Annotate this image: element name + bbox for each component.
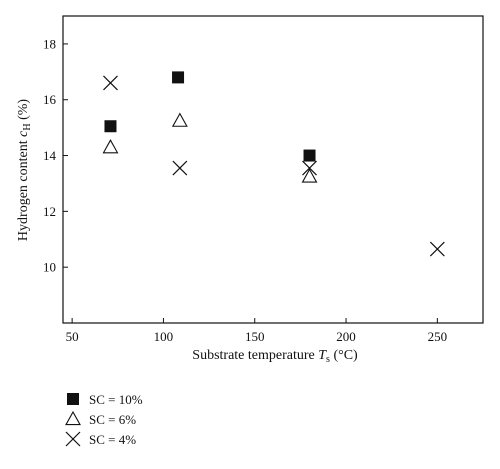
- y-axis-title-var: c: [16, 130, 31, 137]
- data-point: [172, 71, 185, 84]
- y-axis-title: Hydrogen content cH (%): [16, 99, 33, 241]
- series-2: [103, 75, 445, 257]
- legend-marker: [65, 431, 81, 447]
- x-tick-label: 50: [66, 329, 79, 344]
- plot-frame: [62, 15, 484, 324]
- data-point: [429, 241, 445, 257]
- y-axis-ticks: 10 12 14 16 18: [43, 36, 68, 275]
- data-point: [301, 168, 318, 183]
- data-point: [303, 149, 316, 162]
- y-tick-label: 10: [43, 260, 56, 275]
- data-point: [302, 160, 317, 176]
- series-1: [102, 112, 318, 183]
- y-tick-label: 16: [43, 92, 57, 107]
- x-axis-title-main: Substrate temperature: [192, 348, 318, 363]
- x-axis-title: Substrate temperature Ts (°C): [192, 348, 358, 365]
- legend-label: SC = 6%: [89, 412, 136, 427]
- data-point: [102, 139, 119, 154]
- data-point: [104, 120, 117, 133]
- legend-marker: [67, 393, 79, 405]
- x-axis-ticks: 50 100 150 200 250: [66, 318, 447, 344]
- y-tick-label: 12: [43, 204, 56, 219]
- data-points: [102, 71, 445, 257]
- series-0: [104, 71, 316, 162]
- data-point: [172, 160, 188, 176]
- legend: SC = 10% SC = 6% SC = 4%: [65, 392, 143, 447]
- x-tick-label: 200: [336, 329, 356, 344]
- data-point: [103, 75, 118, 91]
- y-tick-label: 18: [43, 36, 56, 51]
- x-axis-title-sub: s: [326, 354, 330, 365]
- legend-label: SC = 4%: [89, 432, 136, 447]
- x-tick-label: 100: [154, 329, 174, 344]
- y-axis-title-unit: (%): [16, 99, 31, 124]
- y-axis-title-main: Hydrogen content: [16, 137, 31, 241]
- x-tick-label: 250: [428, 329, 448, 344]
- x-tick-label: 150: [245, 329, 265, 344]
- y-axis-title-sub: H: [22, 123, 33, 130]
- x-axis-title-var: T: [318, 348, 327, 363]
- legend-marker: [65, 410, 81, 426]
- y-tick-label: 14: [43, 148, 57, 163]
- data-point: [171, 112, 188, 127]
- legend-label: SC = 10%: [89, 392, 143, 407]
- x-axis-title-unit: (°C): [330, 348, 358, 363]
